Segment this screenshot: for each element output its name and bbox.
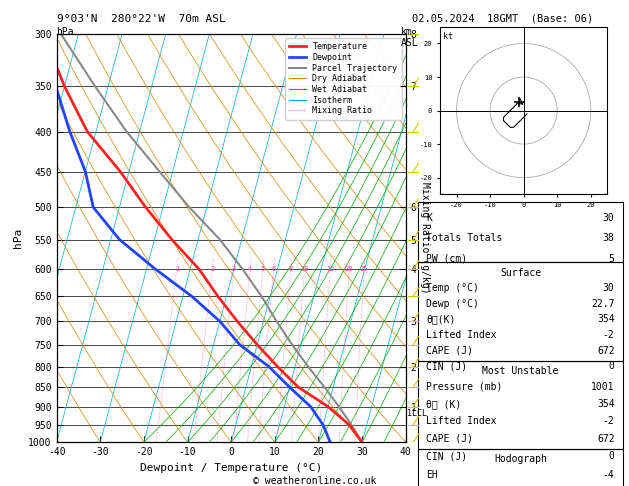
Text: Pressure (mb): Pressure (mb) — [426, 382, 503, 392]
Text: Temp (°C): Temp (°C) — [426, 283, 479, 293]
Text: θᴄ(K): θᴄ(K) — [426, 314, 456, 324]
Text: 8: 8 — [289, 266, 293, 272]
Y-axis label: Mixing Ratio (g/kg): Mixing Ratio (g/kg) — [420, 182, 430, 294]
Text: 20: 20 — [345, 266, 353, 272]
Text: 354: 354 — [597, 399, 615, 409]
Text: θᴄ (K): θᴄ (K) — [426, 399, 462, 409]
Text: 0: 0 — [609, 451, 615, 461]
Text: CIN (J): CIN (J) — [426, 451, 467, 461]
Text: 30: 30 — [603, 283, 615, 293]
Text: Lifted Index: Lifted Index — [426, 330, 497, 340]
Text: -2: -2 — [603, 330, 615, 340]
Text: CAPE (J): CAPE (J) — [426, 434, 474, 444]
Text: 0: 0 — [609, 361, 615, 371]
Text: PW (cm): PW (cm) — [426, 254, 467, 264]
Text: 1: 1 — [175, 266, 179, 272]
Text: 1001: 1001 — [591, 382, 615, 392]
Text: K: K — [426, 213, 432, 223]
Text: CIN (J): CIN (J) — [426, 361, 467, 371]
Text: 25: 25 — [360, 266, 369, 272]
Text: 5: 5 — [609, 254, 615, 264]
Text: km
ASL: km ASL — [401, 27, 418, 48]
Text: Most Unstable: Most Unstable — [482, 366, 559, 377]
Legend: Temperature, Dewpoint, Parcel Trajectory, Dry Adiabat, Wet Adiabat, Isotherm, Mi: Temperature, Dewpoint, Parcel Trajectory… — [285, 38, 401, 120]
Text: Hodograph: Hodograph — [494, 454, 547, 464]
Text: 22.7: 22.7 — [591, 298, 615, 309]
Text: Lifted Index: Lifted Index — [426, 417, 497, 426]
Text: EH: EH — [426, 469, 438, 480]
Text: 02.05.2024  18GMT  (Base: 06): 02.05.2024 18GMT (Base: 06) — [412, 14, 593, 24]
Text: 4: 4 — [248, 266, 252, 272]
Text: kt: kt — [443, 32, 453, 41]
Text: 30: 30 — [603, 213, 615, 223]
Text: © weatheronline.co.uk: © weatheronline.co.uk — [253, 476, 376, 486]
Text: 38: 38 — [603, 233, 615, 243]
Text: CAPE (J): CAPE (J) — [426, 346, 474, 356]
Text: Surface: Surface — [500, 268, 541, 278]
Text: 15: 15 — [326, 266, 335, 272]
Y-axis label: hPa: hPa — [13, 228, 23, 248]
Text: 2: 2 — [210, 266, 214, 272]
Text: hPa: hPa — [57, 27, 74, 37]
Text: 354: 354 — [597, 314, 615, 324]
Text: 3: 3 — [232, 266, 236, 272]
Text: 672: 672 — [597, 346, 615, 356]
Text: 10: 10 — [301, 266, 309, 272]
Text: 1LCL: 1LCL — [407, 410, 427, 418]
Text: -2: -2 — [603, 417, 615, 426]
Text: Totals Totals: Totals Totals — [426, 233, 503, 243]
Text: 9°03'N  280°22'W  70m ASL: 9°03'N 280°22'W 70m ASL — [57, 14, 225, 24]
Text: 6: 6 — [272, 266, 276, 272]
Text: -4: -4 — [603, 469, 615, 480]
X-axis label: Dewpoint / Temperature (°C): Dewpoint / Temperature (°C) — [140, 463, 322, 473]
Text: 5: 5 — [261, 266, 265, 272]
Text: 672: 672 — [597, 434, 615, 444]
Text: Dewp (°C): Dewp (°C) — [426, 298, 479, 309]
